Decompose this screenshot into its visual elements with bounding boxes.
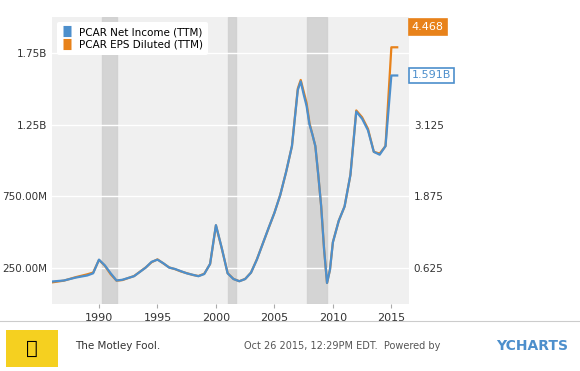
- Bar: [307, 17, 327, 304]
- Text: The Motley Fool.: The Motley Fool.: [75, 341, 161, 351]
- Bar: [227, 17, 237, 304]
- Text: 🤡: 🤡: [26, 339, 38, 358]
- Text: Oct 26 2015, 12:29PM EDT.  Powered by: Oct 26 2015, 12:29PM EDT. Powered by: [244, 341, 440, 351]
- Legend: PCAR Net Income (TTM), PCAR EPS Diluted (TTM): PCAR Net Income (TTM), PCAR EPS Diluted …: [57, 22, 208, 55]
- Text: 1.591B: 1.591B: [412, 70, 451, 81]
- Text: 4.468: 4.468: [412, 22, 444, 32]
- Text: YCHARTS: YCHARTS: [496, 339, 568, 353]
- Bar: [102, 17, 117, 304]
